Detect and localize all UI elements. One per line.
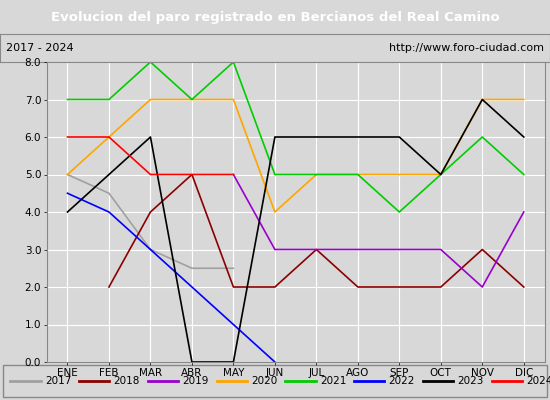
Text: 2021: 2021 bbox=[320, 376, 346, 386]
Text: 2018: 2018 bbox=[114, 376, 140, 386]
Text: 2023: 2023 bbox=[458, 376, 484, 386]
Text: Evolucion del paro registrado en Bercianos del Real Camino: Evolucion del paro registrado en Bercian… bbox=[51, 10, 499, 24]
Text: 2020: 2020 bbox=[251, 376, 277, 386]
Text: 2017: 2017 bbox=[45, 376, 72, 386]
Text: 2017 - 2024: 2017 - 2024 bbox=[6, 43, 73, 53]
Text: http://www.foro-ciudad.com: http://www.foro-ciudad.com bbox=[389, 43, 544, 53]
Text: 2024: 2024 bbox=[526, 376, 550, 386]
Text: 2019: 2019 bbox=[183, 376, 209, 386]
Text: 2022: 2022 bbox=[389, 376, 415, 386]
